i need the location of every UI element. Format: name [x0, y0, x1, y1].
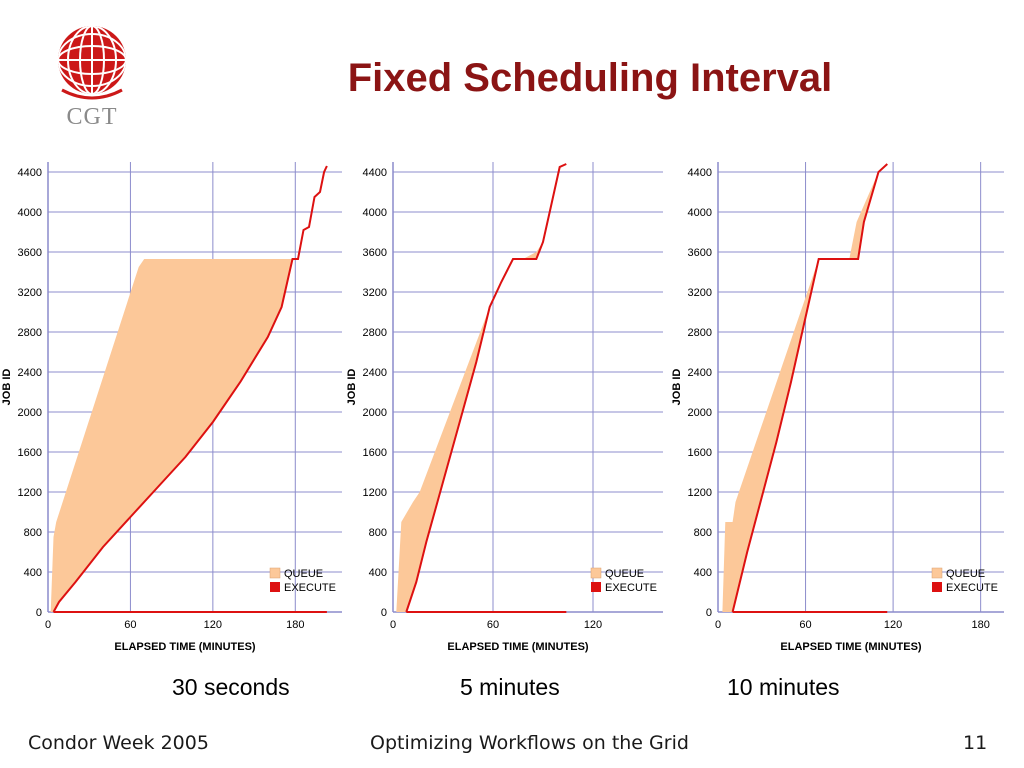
logo-text: CGT: [66, 104, 118, 130]
legend-queue-swatch: [269, 567, 281, 579]
y-tick-label: 4000: [18, 207, 42, 219]
y-tick-label: 4000: [363, 207, 387, 219]
y-tick-label: 0: [381, 607, 387, 619]
queue-area: [396, 164, 567, 612]
y-tick-label: 800: [24, 527, 42, 539]
y-tick-label: 4400: [18, 167, 42, 179]
y-tick-label: 3200: [363, 287, 387, 299]
slide-title: Fixed Scheduling Interval: [347, 56, 833, 100]
legend-queue-swatch: [590, 567, 602, 579]
x-axis-label: ELAPSED TIME (MINUTES): [780, 641, 922, 653]
x-tick-label: 180: [286, 619, 304, 631]
cgt-logo: CGT: [52, 24, 132, 134]
execute-line: [405, 163, 567, 613]
y-axis-label: JOB ID: [671, 369, 683, 406]
y-tick-label: 400: [369, 567, 387, 579]
y-tick-label: 400: [694, 567, 712, 579]
y-tick-label: 3200: [688, 287, 712, 299]
y-tick-label: 2000: [18, 407, 42, 419]
footer-event: Condor Week 2005: [28, 732, 209, 754]
x-tick-label: 120: [204, 619, 222, 631]
y-tick-label: 2400: [18, 367, 42, 379]
legend-queue-swatch: [931, 567, 943, 579]
y-tick-label: 2400: [688, 367, 712, 379]
y-tick-label: 800: [369, 527, 387, 539]
y-tick-label: 0: [706, 607, 712, 619]
chart-10-minutes: 0400800120016002000240028003200360040004…: [671, 162, 1004, 653]
legend-execute-swatch: [591, 582, 601, 592]
legend-queue-label: QUEUE: [605, 568, 644, 580]
y-tick-label: 3600: [18, 247, 42, 259]
legend-execute-swatch: [270, 582, 280, 592]
y-tick-label: 2400: [363, 367, 387, 379]
legend-execute-label: EXECUTE: [946, 582, 998, 594]
y-tick-label: 400: [24, 567, 42, 579]
y-tick-label: 1600: [688, 447, 712, 459]
y-axis-label: JOB ID: [346, 369, 358, 406]
queue-area: [722, 164, 888, 612]
y-tick-label: 2800: [363, 327, 387, 339]
y-tick-label: 800: [694, 527, 712, 539]
caption-5-minutes: 5 minutes: [460, 674, 560, 700]
y-tick-label: 0: [36, 607, 42, 619]
execute-line: [52, 165, 328, 613]
queue-area: [50, 166, 327, 612]
x-tick-label: 60: [487, 619, 499, 631]
x-tick-label: 120: [584, 619, 602, 631]
y-tick-label: 1200: [18, 487, 42, 499]
legend-queue-label: QUEUE: [284, 568, 323, 580]
x-tick-label: 180: [971, 619, 989, 631]
y-tick-label: 4400: [363, 167, 387, 179]
legend-execute-swatch: [932, 582, 942, 592]
footer-title: Optimizing Workflows on the Grid: [370, 732, 689, 754]
y-tick-label: 1600: [363, 447, 387, 459]
y-tick-label: 2000: [688, 407, 712, 419]
x-tick-label: 60: [799, 619, 811, 631]
x-tick-label: 60: [124, 619, 136, 631]
x-tick-label: 0: [390, 619, 396, 631]
x-axis-label: ELAPSED TIME (MINUTES): [447, 641, 589, 653]
chart-30-seconds: 0400800120016002000240028003200360040004…: [1, 162, 342, 653]
legend-execute-label: EXECUTE: [284, 582, 336, 594]
y-axis-label: JOB ID: [1, 369, 13, 406]
chart-5-minutes: 0400800120016002000240028003200360040004…: [346, 162, 663, 653]
x-axis-label: ELAPSED TIME (MINUTES): [114, 641, 256, 653]
y-tick-label: 1600: [18, 447, 42, 459]
y-tick-label: 3600: [363, 247, 387, 259]
y-tick-label: 4400: [688, 167, 712, 179]
y-tick-label: 1200: [363, 487, 387, 499]
x-tick-label: 0: [45, 619, 51, 631]
caption-10-minutes: 10 minutes: [727, 674, 840, 700]
legend-execute-label: EXECUTE: [605, 582, 657, 594]
x-tick-label: 120: [884, 619, 902, 631]
caption-30-seconds: 30 seconds: [172, 674, 290, 700]
globe-icon: [58, 26, 126, 100]
y-tick-label: 2800: [18, 327, 42, 339]
legend-queue-label: QUEUE: [946, 568, 985, 580]
page-number: 11: [963, 732, 988, 754]
y-tick-label: 2000: [363, 407, 387, 419]
y-tick-label: 4000: [688, 207, 712, 219]
execute-line: [731, 163, 888, 613]
y-tick-label: 1200: [688, 487, 712, 499]
y-tick-label: 3600: [688, 247, 712, 259]
y-tick-label: 2800: [688, 327, 712, 339]
y-tick-label: 3200: [18, 287, 42, 299]
x-tick-label: 0: [715, 619, 721, 631]
